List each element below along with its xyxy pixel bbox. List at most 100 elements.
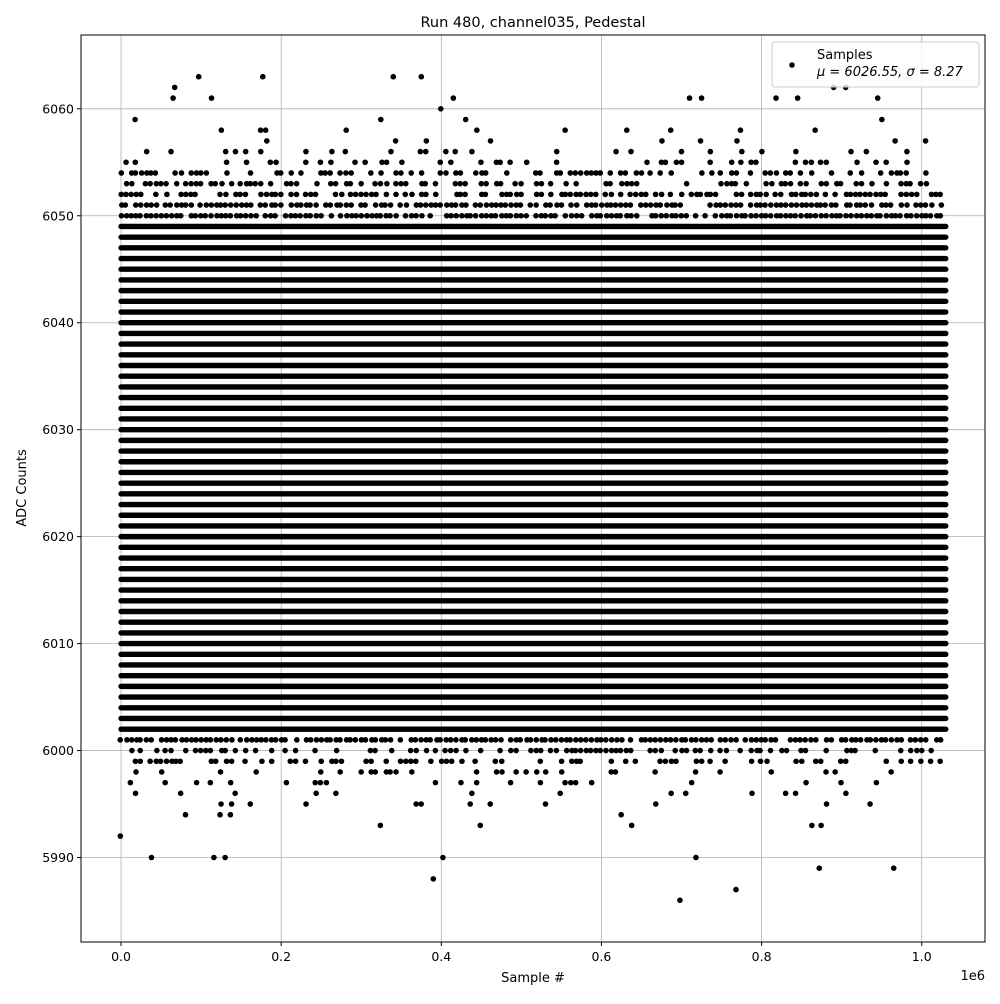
sample-point <box>507 779 514 786</box>
sample-point <box>748 758 755 765</box>
sample-point <box>897 212 903 219</box>
sample-point <box>668 170 675 176</box>
sample-point <box>823 769 829 775</box>
sample-point <box>768 202 774 208</box>
sample-point <box>143 148 150 155</box>
sample-point <box>399 159 405 166</box>
sample-point <box>818 212 825 219</box>
sample-point <box>728 737 734 743</box>
sample-point <box>349 212 355 219</box>
sample-point <box>807 191 814 198</box>
sample-point <box>478 212 485 219</box>
sample-point <box>627 202 634 208</box>
sample-point <box>443 202 450 208</box>
sample-point <box>467 212 473 219</box>
sample-point <box>822 191 829 198</box>
sample-point <box>372 747 378 754</box>
sample-point <box>628 822 635 829</box>
sample-point <box>937 737 944 743</box>
sample-point <box>592 202 599 208</box>
sample-point <box>619 737 625 743</box>
sample-point <box>597 170 604 176</box>
sample-point <box>313 212 320 219</box>
sample-point <box>697 138 704 144</box>
sample-point <box>878 737 885 743</box>
sample-point <box>222 148 229 155</box>
sample-point <box>542 212 549 219</box>
sample-point <box>298 202 304 208</box>
sample-point <box>423 138 430 144</box>
sample-point-outlier <box>222 854 228 861</box>
sample-point <box>892 212 899 219</box>
sample-point <box>662 159 669 166</box>
y-tick-label: 6050 <box>42 208 74 223</box>
sample-point <box>368 769 374 775</box>
y-tick-label: 6030 <box>42 422 74 437</box>
sample-point-outlier <box>693 854 699 861</box>
sample-point <box>762 202 768 208</box>
sample-point <box>373 191 379 198</box>
sample-point <box>898 180 904 187</box>
sample-point <box>868 212 875 219</box>
sample-point <box>798 747 804 754</box>
sample-point <box>353 212 359 219</box>
sample-point <box>669 212 675 219</box>
sample-point <box>368 191 375 198</box>
sample-point <box>388 747 395 754</box>
sample-point <box>347 180 354 187</box>
sample-point <box>243 202 250 208</box>
sample-point <box>608 769 615 775</box>
sample-point <box>123 191 129 198</box>
sample-point <box>563 180 569 187</box>
sample-point <box>657 170 664 176</box>
sample-point <box>904 148 910 155</box>
y-tick-label: 6040 <box>42 315 74 330</box>
sample-point <box>787 737 794 743</box>
sample-point <box>757 747 763 754</box>
sample-point <box>238 202 245 208</box>
sample-point <box>838 779 844 786</box>
sample-point <box>528 747 534 754</box>
sample-point <box>748 737 755 743</box>
chart-title: Run 480, channel035, Pedestal <box>420 15 645 31</box>
sample-point <box>393 180 399 187</box>
sample-point <box>162 779 168 786</box>
sample-point <box>542 801 549 807</box>
sample-point <box>477 747 484 754</box>
sample-point <box>397 737 404 743</box>
sample-point <box>927 212 934 219</box>
sample-point <box>613 212 620 219</box>
sample-point <box>323 779 330 786</box>
sample-point <box>242 212 249 219</box>
sample-point <box>478 737 485 743</box>
sample-point <box>912 737 919 743</box>
sample-point <box>644 159 650 166</box>
sample-point <box>437 202 444 208</box>
sample-point <box>452 180 459 187</box>
sample-point <box>904 202 910 208</box>
sample-point <box>607 202 614 208</box>
sample-point <box>837 212 843 219</box>
sample-point <box>588 170 595 176</box>
sample-point <box>753 212 759 219</box>
sample-point <box>903 191 910 198</box>
sample-point <box>158 212 165 219</box>
sample-point <box>652 191 659 198</box>
sample-point <box>422 202 429 208</box>
sample-point <box>887 202 894 208</box>
sample-point <box>377 212 384 219</box>
sample-point <box>217 191 223 198</box>
sample-point <box>263 191 270 198</box>
sample-point <box>138 170 145 176</box>
sample-point <box>879 202 885 208</box>
sample-point-outlier <box>890 865 897 871</box>
sample-point <box>188 191 194 198</box>
sample-point <box>132 758 139 765</box>
sample-point <box>693 737 699 743</box>
sample-point <box>873 191 879 198</box>
sample-point <box>332 180 339 187</box>
sample-point <box>432 747 439 754</box>
sample-point <box>858 170 865 176</box>
sample-point <box>498 737 504 743</box>
sample-point <box>137 758 144 765</box>
